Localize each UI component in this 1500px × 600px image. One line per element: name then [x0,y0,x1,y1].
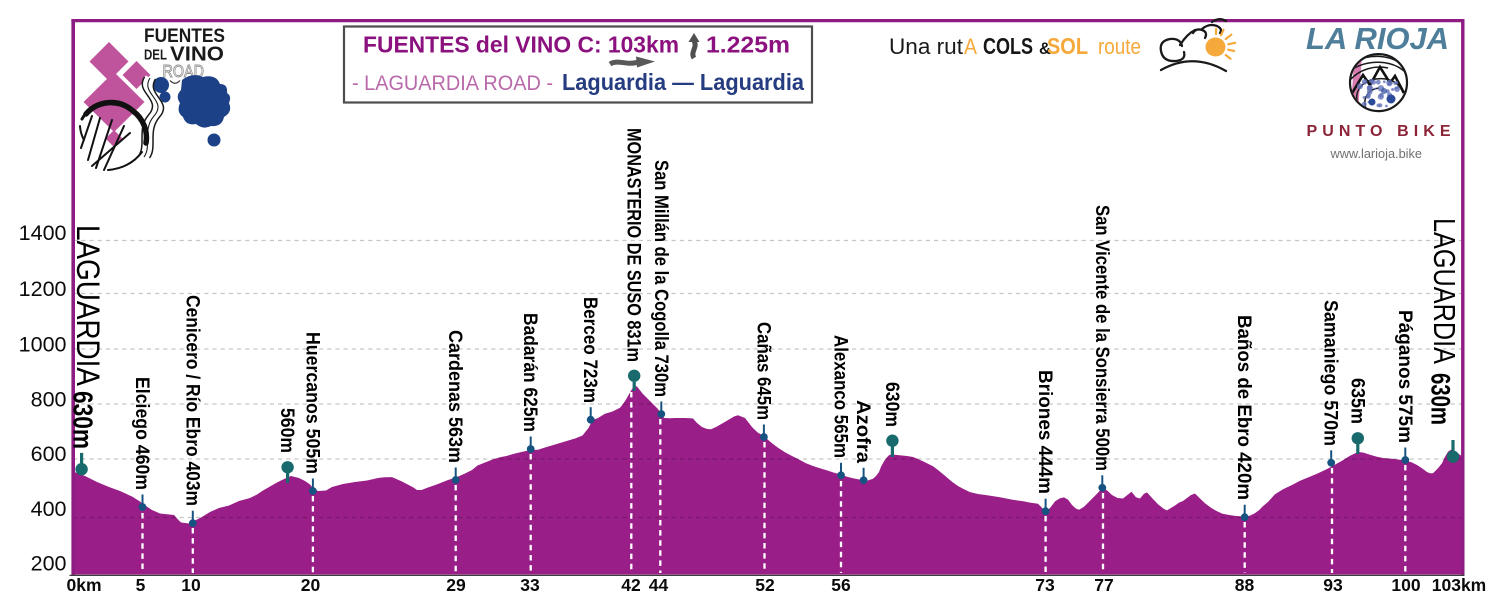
svg-text:Berceo 723m: Berceo 723m [579,297,601,403]
svg-text:Elciego 460m: Elciego 460m [131,377,153,490]
svg-text:1.225m: 1.225m [706,32,790,58]
svg-text:Samaniego 570m: Samaniego 570m [1320,300,1342,446]
svg-text:Alexanco 565m: Alexanco 565m [830,335,852,458]
svg-text:1400: 1400 [19,221,67,245]
svg-text:A: A [964,34,977,59]
svg-text:SOL: SOL [1047,33,1088,59]
svg-text:VINO: VINO [170,44,224,66]
svg-text:- LAGUARDIA ROAD -: - LAGUARDIA ROAD - [352,71,553,95]
svg-text:20: 20 [301,575,321,595]
svg-text:600: 600 [31,442,67,466]
svg-text:10: 10 [181,575,201,595]
svg-text:route: route [1098,34,1141,59]
svg-text:DEL: DEL [144,48,167,64]
svg-text:56: 56 [831,575,851,595]
svg-text:San Millán de la Cogolla 730m: San Millán de la Cogolla 730m [650,160,672,397]
svg-text:29: 29 [446,575,466,595]
svg-text:Cenicero / Río Ebro 403m: Cenicero / Río Ebro 403m [181,295,203,506]
svg-text:Cardenas 563m: Cardenas 563m [444,330,466,463]
svg-text:LAGUARDIA: LAGUARDIA [1427,218,1462,364]
svg-text:LA RIOJA: LA RIOJA [1306,21,1449,56]
svg-text:Una rut: Una rut [889,34,964,59]
svg-text:PUNTO BIKE: PUNTO BIKE [1307,123,1451,140]
svg-text:88: 88 [1235,575,1255,595]
svg-text:Huercanos 505m: Huercanos 505m [301,332,323,474]
svg-text:200: 200 [31,552,67,576]
svg-text:103km: 103km [1432,575,1487,595]
svg-text:Azofra: Azofra [852,400,874,463]
svg-text:630m: 630m [1426,373,1456,425]
svg-text:Páganos 575m: Páganos 575m [1394,310,1416,443]
svg-text:800: 800 [31,388,67,412]
svg-text:San Vicente de la Sonsierra 50: San Vicente de la Sonsierra 500m [1091,205,1113,471]
svg-text:52: 52 [755,575,775,595]
svg-text:1000: 1000 [19,333,67,357]
svg-text:MONASTERIO DE SUSO 831m: MONASTERIO DE SUSO 831m [623,128,645,362]
svg-text:FUENTES: FUENTES [144,26,225,47]
svg-text:1200: 1200 [19,277,67,301]
svg-text:100: 100 [1391,575,1420,595]
svg-text:COLS: COLS [983,33,1033,59]
svg-text:33: 33 [520,575,540,595]
svg-text:Cañas 645m: Cañas 645m [752,322,774,420]
svg-text:630m: 630m [881,382,903,427]
svg-text:93: 93 [1323,575,1343,595]
svg-text:Baños de Ebro 420m: Baños de Ebro 420m [1233,315,1255,500]
svg-text:FUENTES del VINO C: 103km: FUENTES del VINO C: 103km [363,32,679,58]
svg-text:73: 73 [1035,575,1055,595]
svg-text:Laguardia — Laguardia: Laguardia — Laguardia [562,69,805,95]
svg-text:42: 42 [621,575,641,595]
svg-text:www.larioja.bike: www.larioja.bike [1329,147,1422,161]
svg-text:0km: 0km [66,575,101,595]
svg-text:635m: 635m [1346,378,1368,424]
svg-text:5: 5 [136,575,146,595]
svg-text:77: 77 [1094,575,1113,595]
svg-text:Briones 444m: Briones 444m [1034,370,1056,494]
svg-text:Badarán 625m: Badarán 625m [519,313,541,432]
svg-text:&: & [1039,40,1051,58]
svg-text:560m: 560m [276,408,298,453]
svg-text:LAGUARDIA: LAGUARDIA [70,225,106,387]
svg-text:400: 400 [31,497,67,521]
svg-text:44: 44 [649,575,669,595]
svg-text:630m: 630m [68,391,99,449]
